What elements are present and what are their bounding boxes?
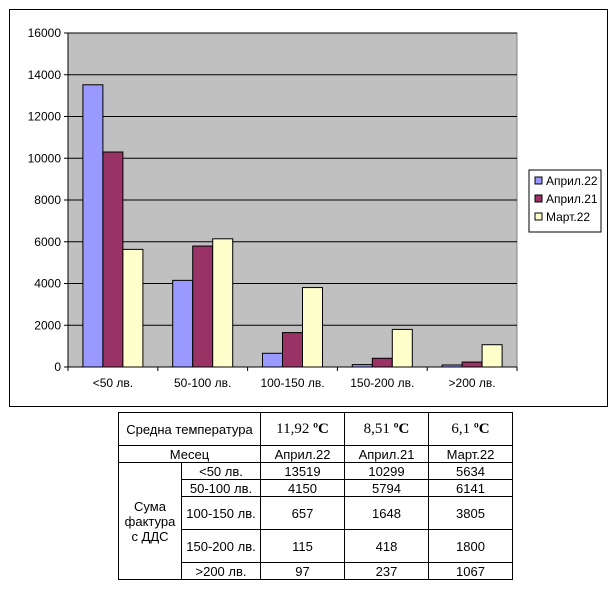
bar: [192, 245, 214, 368]
row-label: 50-100 лв.: [181, 479, 261, 497]
bar: [351, 364, 373, 368]
chart-frame: 0 2000 4000 6000 8000 10000 12000 14000 16000 <50…: [9, 9, 608, 407]
temperature-label: Средна температура: [118, 412, 261, 446]
row-label: 150-200 лв.: [181, 529, 261, 563]
bar: [262, 352, 283, 368]
table-cell: 657: [260, 496, 345, 530]
table-row: >200 лв. 97 237 1067: [119, 562, 513, 580]
x-tick-label: 100-150 лв.: [260, 376, 324, 390]
table-cell: 115: [260, 529, 345, 563]
table-row: 50-100 лв. 4150 5794 6141: [119, 479, 513, 497]
y-tick-label: 6000: [34, 235, 61, 249]
table-cell: 1648: [344, 496, 429, 530]
bar: [172, 279, 194, 368]
y-tick-label: 4000: [34, 277, 61, 291]
month-label: Месец: [118, 445, 261, 463]
x-tick-label: 50-100 лв.: [174, 376, 231, 390]
y-tick-label: 0: [54, 360, 61, 374]
table-cell: 5794: [344, 479, 429, 497]
table-cell: 10299: [344, 462, 429, 480]
bar: [102, 151, 124, 368]
x-tick-label: <50 лв.: [93, 376, 133, 390]
y-tick-label: 12000: [28, 110, 62, 124]
bar: [441, 364, 463, 368]
bar: [302, 287, 323, 368]
bar: [371, 357, 393, 368]
table-cell: 418: [344, 529, 429, 563]
bar: [82, 84, 104, 368]
data-table: Средна температура 11,92 ºC 8,51 ºC 6,1 …: [118, 412, 513, 580]
bar-chart: 0 2000 4000 6000 8000 10000 12000 14000 16000 <50…: [28, 26, 602, 390]
y-tick-label: 8000: [34, 193, 61, 207]
bar: [212, 238, 234, 368]
row-label: 100-150 лв.: [181, 496, 261, 530]
temperature-cell: 6,1 ºC: [428, 412, 513, 446]
x-tick-label: >200 лв.: [449, 376, 496, 390]
y-tick-label: 10000: [28, 151, 62, 165]
table-cell: 1800: [428, 529, 513, 563]
legend-label: Април.21: [546, 192, 598, 206]
table-row: 100-150 лв. 657 1648 3805: [119, 496, 513, 530]
legend-label: Март.22: [546, 210, 590, 224]
table-row: 150-200 лв. 115 418 1800: [119, 529, 513, 563]
legend-swatch: [534, 176, 543, 185]
bar: [122, 248, 144, 368]
temperature-cell: 11,92 ºC: [260, 412, 345, 446]
month-row: Месец Април.22 Април.21 Март.22: [118, 445, 513, 463]
bar: [391, 328, 413, 368]
temperature-row: Средна температура 11,92 ºC 8,51 ºC 6,1 …: [118, 412, 513, 446]
legend-swatch: [534, 194, 543, 203]
table-row: Сума фактура с ДДС <50 лв. 13519 10299 5…: [118, 462, 513, 580]
table-cell: 237: [344, 562, 429, 580]
y-tick-label: 14000: [28, 68, 62, 82]
month-cell: Април.22: [260, 445, 345, 463]
legend-label: Април.22: [546, 174, 598, 188]
table-cell: 6141: [428, 479, 513, 497]
table-cell: 1067: [428, 562, 513, 580]
group-label: Сума фактура с ДДС: [118, 462, 182, 580]
table-cell: 3805: [428, 496, 513, 530]
month-cell: Март.22: [428, 445, 513, 463]
bar: [481, 344, 503, 368]
row-label: <50 лв.: [181, 462, 261, 480]
row-label: >200 лв.: [181, 562, 261, 580]
table-cell: 4150: [260, 479, 345, 497]
table-cell: 5634: [428, 462, 513, 480]
y-tick-label: 2000: [34, 318, 61, 332]
table-cell: 13519: [260, 462, 345, 480]
month-cell: Април.21: [344, 445, 429, 463]
bar: [282, 332, 303, 368]
bar: [461, 361, 483, 368]
legend-swatch: [534, 212, 543, 221]
temperature-cell: 8,51 ºC: [344, 412, 429, 446]
table-cell: 97: [260, 562, 345, 580]
y-tick-label: 16000: [28, 26, 62, 40]
x-tick-label: 150-200 лв.: [350, 376, 414, 390]
